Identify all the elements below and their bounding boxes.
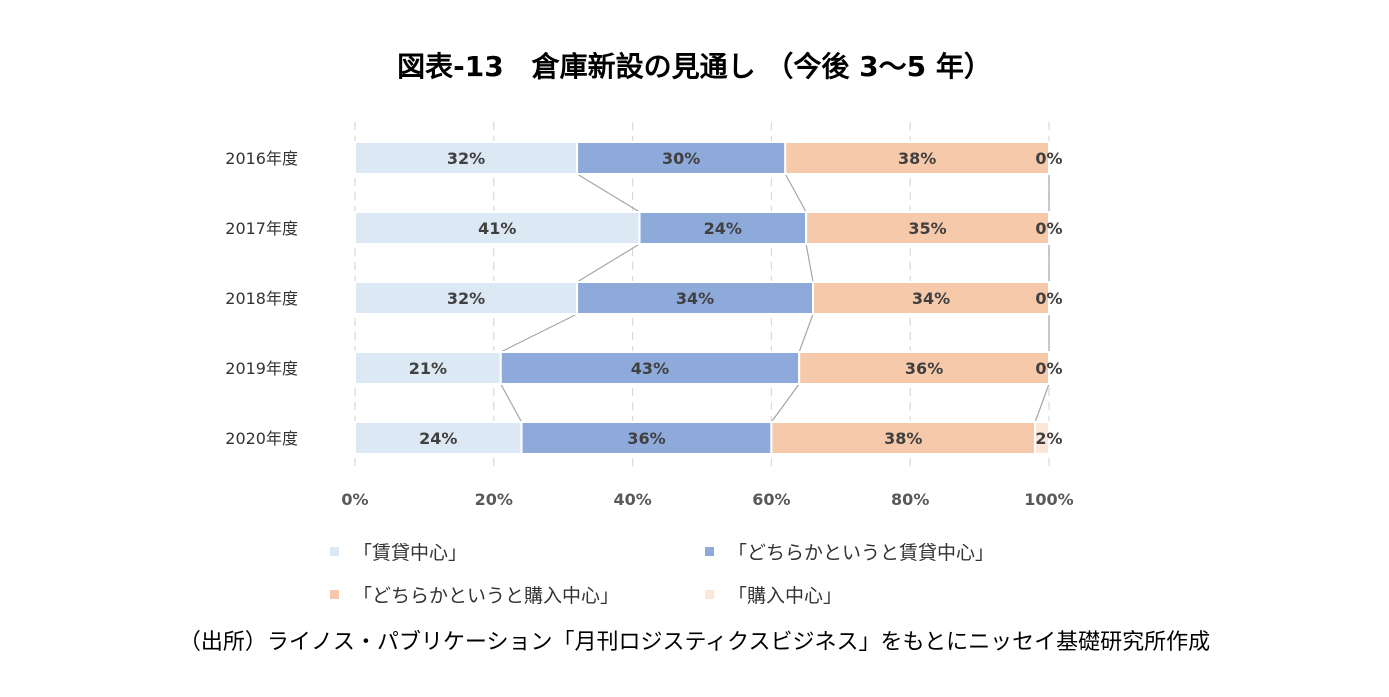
legend-swatch [330,547,339,556]
series-line [784,173,807,213]
bar-segment [354,281,579,315]
bar-segment [784,141,1051,175]
series-line [576,173,640,213]
bar-segment [499,351,801,385]
bar-segment [576,281,815,315]
data-label: 36% [905,359,943,378]
data-label: 24% [419,429,457,448]
data-label: 41% [478,219,516,238]
bar-segment [354,351,502,385]
bar-segment [1034,421,1050,455]
chart-title: 図表-13 倉庫新設の見通し （今後 3～5 年） [397,50,992,83]
legend-swatch [705,547,714,556]
series-line [500,313,578,353]
data-label: 21% [409,359,447,378]
x-tick-label: 80% [891,490,929,509]
legend-item: 「どちらかというと賃貸中心」 [705,538,994,565]
data-label: 32% [447,149,485,168]
series-line [500,383,523,423]
series-line [1034,383,1050,423]
x-tick-label: 100% [1024,490,1073,509]
bar-segment [354,211,641,245]
data-label: 36% [627,429,665,448]
bar-segment [576,141,787,175]
data-label: 0% [1035,219,1062,238]
stacked-bar-chart: 2016年度 32% 30% 38% 0% 2017年度 41% 24% 35% 0% 2018年度… [225,122,1074,509]
data-label: 0% [1035,289,1062,308]
category-label: 2018年度 [225,289,298,308]
x-tick-label: 60% [752,490,790,509]
series-line [798,313,814,353]
legend-label: 「どちらかというと購入中心」 [353,585,620,607]
x-tick-label: 0% [341,490,368,509]
source-note: （出所）ライノス・パブリケーション「月刊ロジスティクスビジネス」をもとにニッセイ… [178,630,1211,655]
data-label: 38% [898,149,936,168]
legend-item: 「どちらかというと購入中心」 [330,581,619,608]
data-label: 34% [912,289,950,308]
legend-swatch [705,590,714,599]
x-tick-label: 20% [475,490,513,509]
legend-item: 「購入中心」 [705,581,842,608]
data-label: 43% [631,359,669,378]
bar-segment [520,421,773,455]
category-label: 2017年度 [225,219,298,238]
data-label: 0% [1035,149,1062,168]
data-label: 2% [1035,429,1062,448]
bar-segment [805,211,1050,245]
legend-swatch [330,590,339,599]
series-line [770,383,800,423]
category-label: 2016年度 [225,149,298,168]
bar-segment [638,211,808,245]
x-tick-label: 40% [613,490,651,509]
category-label: 2019年度 [225,359,298,378]
bar-segment [770,421,1037,455]
data-label: 0% [1035,359,1062,378]
data-label: 30% [662,149,700,168]
bar-segment [812,281,1050,315]
data-label: 24% [704,219,742,238]
legend-label: 「購入中心」 [728,585,843,607]
data-label: 32% [447,289,485,308]
category-label: 2020年度 [225,429,298,448]
legend-item: 「賃貸中心」 [330,538,467,565]
data-label: 38% [884,429,922,448]
data-label: 34% [676,289,714,308]
legend-label: 「賃貸中心」 [353,542,468,564]
data-label: 35% [908,219,946,238]
bar-segment [798,351,1050,385]
legend-label: 「どちらかというと賃貸中心」 [728,542,995,564]
series-line [805,243,814,283]
series-line [576,243,640,283]
